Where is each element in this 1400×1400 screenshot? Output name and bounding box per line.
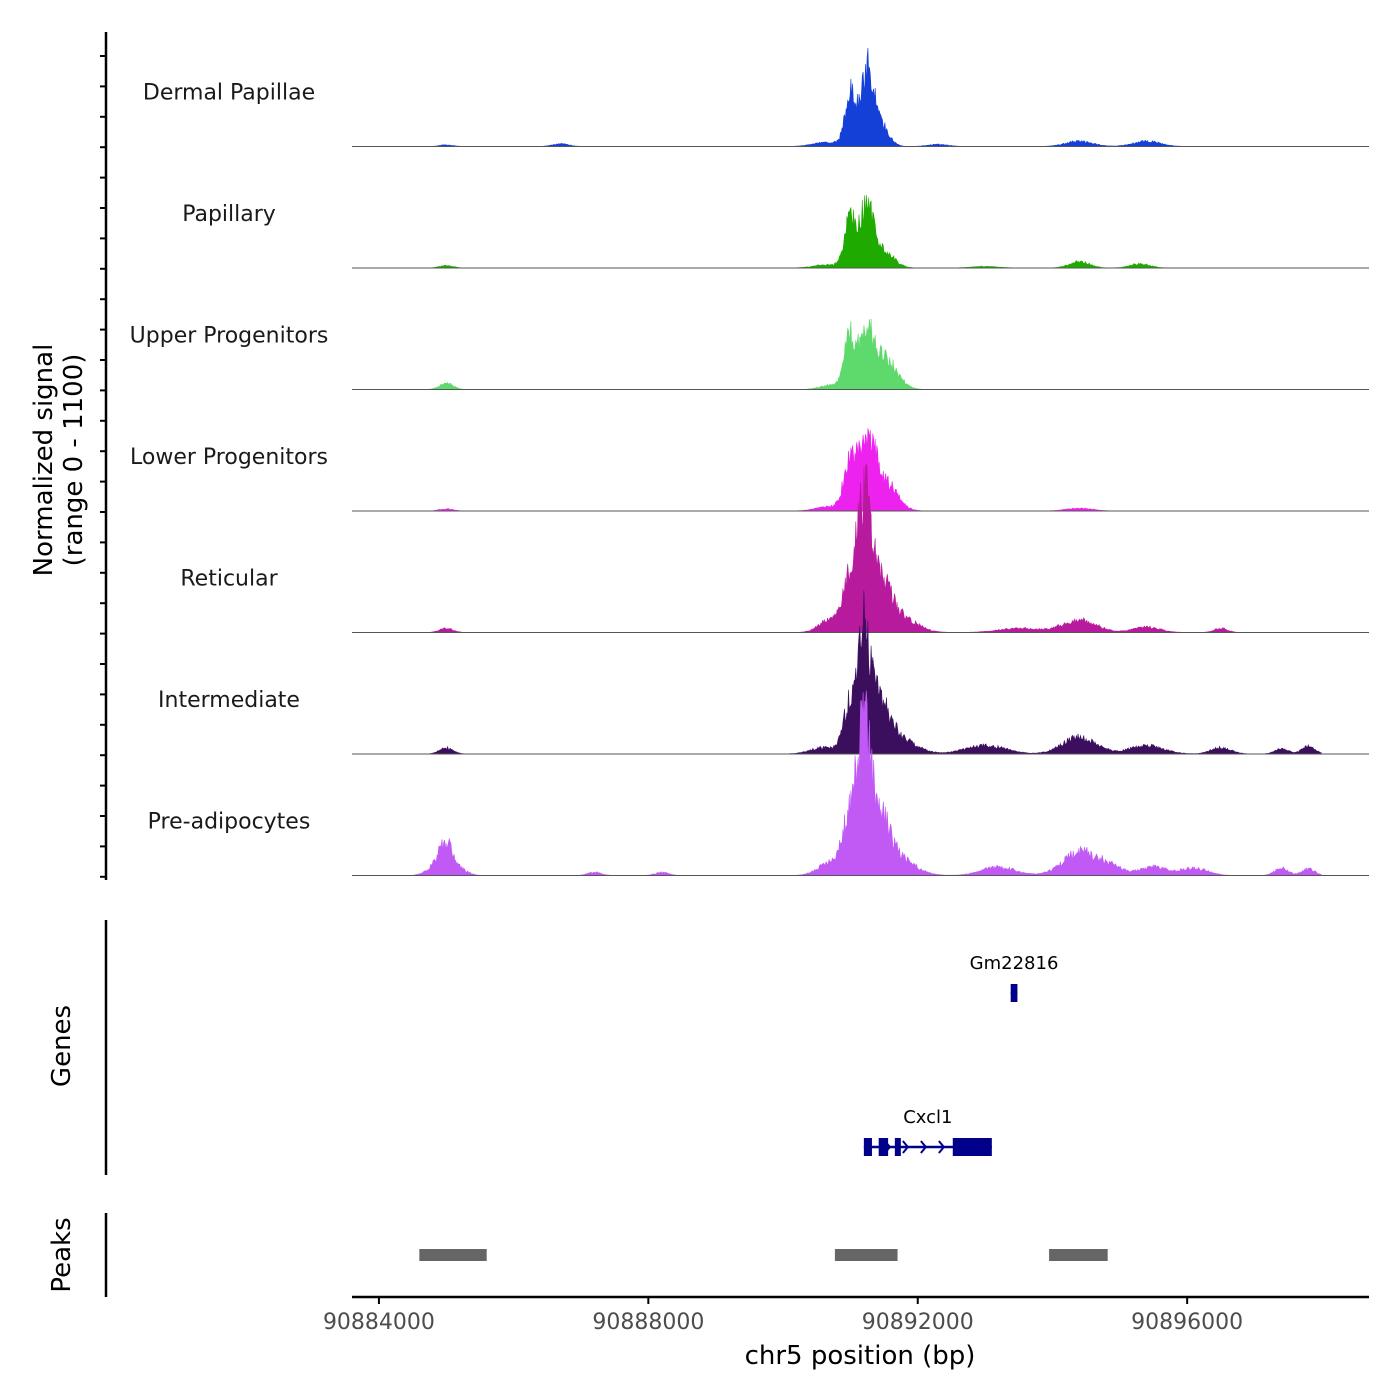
coverage-track: Upper Progenitors [130,318,1369,390]
track-label: Reticular [180,567,278,592]
coverage-track: Papillary [182,195,1369,269]
strand-arrow [938,1140,946,1154]
coverage-area [399,47,1322,147]
gene-label: Cxcl1 [903,1107,952,1128]
x-tick-label: 90892000 [862,1310,974,1335]
gene-exon [878,1138,889,1156]
track-label: Upper Progenitors [130,324,329,349]
y-axis-label-line2: (range 0 - 1100) [59,354,89,567]
gene-exon [952,1138,992,1156]
x-axis-label: chr5 position (bp) [745,1341,976,1371]
y-axis-label-line1: Normalized signal [29,344,59,577]
gene: Gm22816 [970,953,1059,1002]
coverage-track: Lower Progenitors [130,428,1369,512]
coverage-track: Reticular [180,462,1369,633]
genes-track-label: Genes [47,1005,77,1087]
strand-arrow [920,1140,928,1154]
gene-exon [1010,984,1018,1002]
coverage-track: Pre-adipocytes [148,690,1369,876]
track-label: Intermediate [158,688,300,713]
peaks-panel [104,1213,1108,1297]
coverage-area [399,195,1322,269]
track-label: Papillary [182,202,276,227]
x-tick-label: 90884000 [323,1310,435,1335]
coverage-panel: Dermal Papillae Papillary Upper Progenitor… [100,32,1369,880]
coverage-track: Dermal Papillae [143,47,1369,147]
coverage-area [399,318,1322,390]
peak-region [1049,1249,1108,1261]
strand-arrow [902,1140,910,1154]
genes-panel: Gm22816 Cxcl1 [104,920,1059,1175]
coverage-area [399,462,1322,633]
peak-region [834,1249,898,1261]
x-tick-label: 90888000 [592,1310,704,1335]
peak-region [419,1249,487,1261]
coverage-track: Intermediate [158,590,1369,755]
track-label: Dermal Papillae [143,81,315,106]
track-label: Lower Progenitors [130,445,328,470]
track-label: Pre-adipocytes [148,810,311,835]
coverage-area [399,690,1322,876]
peaks-track-label: Peaks [47,1217,77,1292]
gene-exon [863,1138,872,1156]
gene-label: Gm22816 [970,953,1059,974]
gene-exon [894,1138,901,1156]
gene: Cxcl1 [863,1107,992,1156]
x-tick-label: 90896000 [1131,1310,1243,1335]
x-axis: 90884000 90888000 90892000 90896000 [323,1295,1369,1335]
